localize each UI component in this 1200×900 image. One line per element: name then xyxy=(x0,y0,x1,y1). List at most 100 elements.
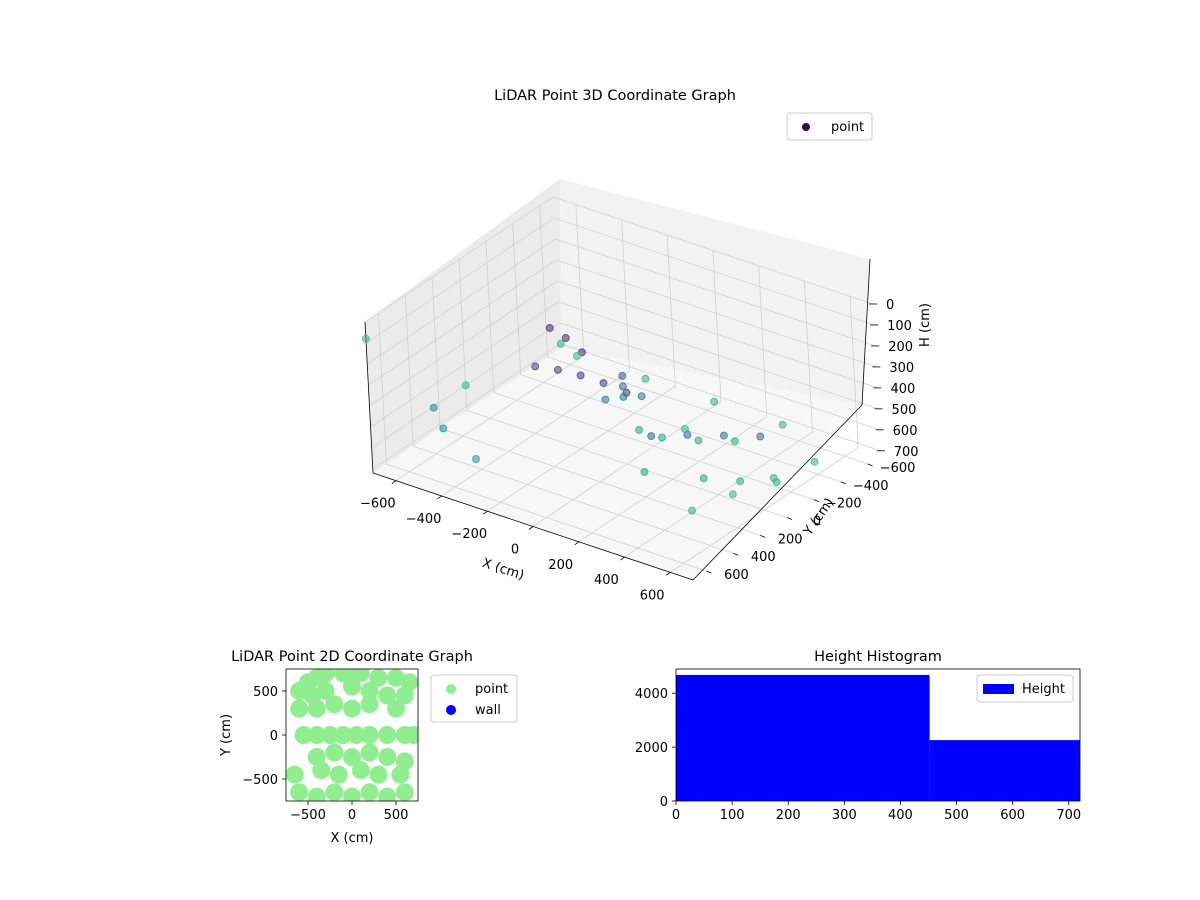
grid-floor-y-6 xyxy=(386,463,707,572)
grid-left-z-7 xyxy=(372,343,561,470)
point-2d xyxy=(395,783,414,801)
point-2d xyxy=(312,761,331,780)
point-2d xyxy=(378,787,397,801)
grid-left-z-5 xyxy=(370,301,559,428)
plot3d-y-tick-label: −200 xyxy=(826,497,862,512)
plot3d-y-tick-mark xyxy=(759,534,766,538)
point-3d xyxy=(618,382,627,391)
point-2d xyxy=(378,726,397,744)
histogram-legend-label: Height xyxy=(1022,682,1065,697)
point-3d xyxy=(769,474,778,482)
point-2d xyxy=(316,669,335,683)
histogram-y-ticks: 0 2000 4000 xyxy=(635,687,676,810)
plot3d-z-tick-label: 0 xyxy=(886,298,894,313)
plot3d-legend: point xyxy=(786,112,873,141)
point-3d xyxy=(641,374,650,383)
point-3d xyxy=(601,395,610,404)
plot3d-x-tick-mark xyxy=(437,495,442,500)
plot3d-x-tick-mark xyxy=(620,556,625,561)
point-2d xyxy=(343,748,361,766)
plot3d-y-tick-mark xyxy=(706,570,712,574)
grid-back-z-5 xyxy=(558,301,879,410)
plot3d-y-tick-label: −600 xyxy=(880,461,916,476)
plot3d-zlabel: H (cm) xyxy=(918,303,933,347)
point-2d xyxy=(286,765,304,784)
plot3d-x-tick-mark xyxy=(483,510,488,515)
plot2d: LiDAR Point 2D Coordinate Graph −500 0 500… xyxy=(219,649,518,846)
plot2d-ylabel: Y (cm) xyxy=(219,714,234,757)
point-2d xyxy=(347,726,366,744)
plot3d-grid xyxy=(364,196,881,573)
plot2d-x-tick-label: −500 xyxy=(290,808,326,823)
point-3d xyxy=(572,351,581,360)
point-2d xyxy=(325,783,344,801)
point-2d xyxy=(360,695,379,714)
point-3d xyxy=(699,474,708,483)
histogram-y-tick-label: 4000 xyxy=(635,687,668,702)
histogram-x-tick-label: 100 xyxy=(720,808,745,823)
point-2d xyxy=(369,669,388,687)
point-2d xyxy=(294,726,313,744)
histogram-bar xyxy=(929,740,1080,801)
point-2d xyxy=(395,686,414,705)
point-3d xyxy=(599,379,608,388)
plot3d-y-tick-label: 0 xyxy=(813,515,821,530)
histogram-bar xyxy=(676,674,930,801)
grid-left-z-1 xyxy=(365,217,555,344)
point-2d xyxy=(290,783,309,801)
plot3d-floor-pane xyxy=(373,348,862,580)
plot3d-left-pane xyxy=(365,179,561,473)
plot3d-x-tick-mark xyxy=(391,480,397,484)
point-2d xyxy=(369,765,388,784)
histogram-legend: Height xyxy=(976,674,1074,703)
point-2d xyxy=(404,726,418,744)
plot2d-legend-label-wall: wall xyxy=(475,703,501,718)
grid-left-z-4 xyxy=(369,280,558,407)
point-3d xyxy=(658,433,666,442)
point-3d xyxy=(361,334,370,343)
point-3d xyxy=(619,392,628,401)
grid-floor-y-4 xyxy=(440,427,761,536)
point-2d xyxy=(360,743,379,762)
grid-back-z-6 xyxy=(559,322,880,431)
plot2d-x-tick-label: 500 xyxy=(384,808,409,823)
plot3d-y-tick-label: −400 xyxy=(853,479,889,494)
point-3d xyxy=(719,431,728,440)
point-3d xyxy=(728,490,737,499)
plot3d-legend-label: point xyxy=(831,120,864,135)
histogram-x-tick-label: 0 xyxy=(672,808,680,823)
grid-floor-x-6 xyxy=(669,447,859,573)
grid-left-z-0 xyxy=(364,196,554,323)
point-3d xyxy=(637,392,646,401)
plot3d-pane-edges xyxy=(364,258,871,581)
point-3d xyxy=(429,403,438,412)
plot2d-y-tick-label: −500 xyxy=(242,773,278,788)
histogram-x-tick-label: 500 xyxy=(944,808,969,823)
plot3d-x-tick-label: 400 xyxy=(594,573,619,588)
point-3d xyxy=(618,371,627,380)
plot2d-legend-label-point: point xyxy=(475,682,508,697)
grid-back-z-7 xyxy=(560,343,881,452)
point-3d xyxy=(553,365,562,374)
plot3d-x-tick-label: 600 xyxy=(640,588,665,603)
point-2d xyxy=(343,787,361,801)
grid-back-z-1 xyxy=(553,217,875,326)
plot2d-area xyxy=(286,669,418,801)
grid-floor-x-5 xyxy=(624,431,813,558)
grid-back-z-4 xyxy=(557,280,878,389)
plot3d-yz-axis-line xyxy=(692,258,871,581)
plot3d-x-tick-mark xyxy=(528,526,534,530)
point-2d xyxy=(307,699,326,718)
plot3d-x-tick-label: −400 xyxy=(406,512,442,527)
point-3d xyxy=(647,432,656,441)
plot3d-x-tick-mark xyxy=(665,572,671,576)
plot3d-y-tick-mark xyxy=(786,517,793,520)
plot3d: LiDAR Point 3D Coordinate Graph −600 −400… xyxy=(360,88,933,603)
plot3d-x-tick-mark xyxy=(574,541,579,546)
histogram-title: Height Histogram xyxy=(814,649,942,665)
plot3d-y-tick-mark xyxy=(867,463,873,467)
point-2d xyxy=(360,726,379,744)
point-2d xyxy=(360,783,379,801)
histogram-x-tick-label: 200 xyxy=(776,808,801,823)
